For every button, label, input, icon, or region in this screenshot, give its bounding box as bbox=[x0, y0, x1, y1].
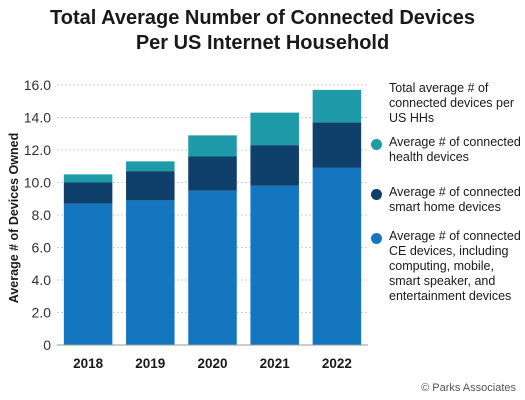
x-tick-label: 2021 bbox=[260, 356, 291, 371]
legend-swatch-ce bbox=[371, 233, 382, 244]
bar-segment-ce-2018 bbox=[63, 203, 113, 345]
x-tick-label: 2020 bbox=[197, 356, 227, 371]
bar-segment-ce-2019 bbox=[126, 200, 175, 345]
legend-title: Total average # of connected devices per… bbox=[389, 81, 515, 125]
y-tick-label: 0 bbox=[43, 337, 51, 353]
bar-segment-ce-2021 bbox=[250, 185, 299, 345]
y-tick-label: 8.0 bbox=[32, 207, 52, 223]
bar-segment-health-2021 bbox=[250, 112, 299, 146]
axis-layer: 0 2.0 4.0 6.0 8.0 10.0 12.0 14.0 16.0 2018 2019 202… bbox=[24, 77, 368, 371]
bar-segment-health-2020 bbox=[188, 135, 237, 157]
legend-swatch-health bbox=[371, 139, 382, 150]
x-tick-label: 2022 bbox=[322, 356, 352, 371]
legend-label-health: Average # of connected health devices bbox=[389, 135, 521, 164]
legend-swatch-smart-home bbox=[371, 189, 382, 200]
bar-segment-smart-home-2020 bbox=[188, 156, 237, 191]
source-credit: © Parks Associates bbox=[421, 382, 516, 394]
legend-label-smart-home: Average # of connected smart home device… bbox=[389, 185, 521, 214]
bar-segment-health-2018 bbox=[63, 174, 113, 183]
x-tick-label: 2018 bbox=[73, 356, 104, 371]
bar-segment-health-2019 bbox=[126, 161, 175, 172]
y-axis-label: Average # of Devices Owned bbox=[7, 133, 21, 303]
bar-segment-ce-2022 bbox=[312, 167, 362, 345]
y-tick-label: 12.0 bbox=[24, 142, 51, 158]
y-tick-label: 16.0 bbox=[24, 77, 51, 93]
bar-segment-smart-home-2019 bbox=[126, 171, 175, 201]
chart-title-line-1: Total Average Number of Connected Device… bbox=[50, 7, 475, 29]
y-tick-label: 2.0 bbox=[32, 305, 52, 321]
y-tick-label: 14.0 bbox=[24, 110, 51, 126]
chart-title-line-2: Per US Internet Household bbox=[135, 32, 390, 54]
bar-segment-smart-home-2021 bbox=[250, 145, 299, 186]
y-tick-label: 10.0 bbox=[24, 175, 51, 191]
bar-segment-ce-2020 bbox=[188, 190, 237, 345]
x-tick-label: 2019 bbox=[135, 356, 165, 371]
y-tick-label: 4.0 bbox=[32, 272, 52, 288]
bar-segment-smart-home-2022 bbox=[312, 122, 362, 168]
bar-segment-health-2022 bbox=[312, 89, 362, 123]
bar-layer bbox=[63, 89, 362, 345]
y-tick-label: 6.0 bbox=[32, 240, 52, 256]
legend-label-ce: Average # of connected CE devices, inclu… bbox=[389, 229, 521, 303]
bar-segment-smart-home-2018 bbox=[63, 182, 113, 204]
